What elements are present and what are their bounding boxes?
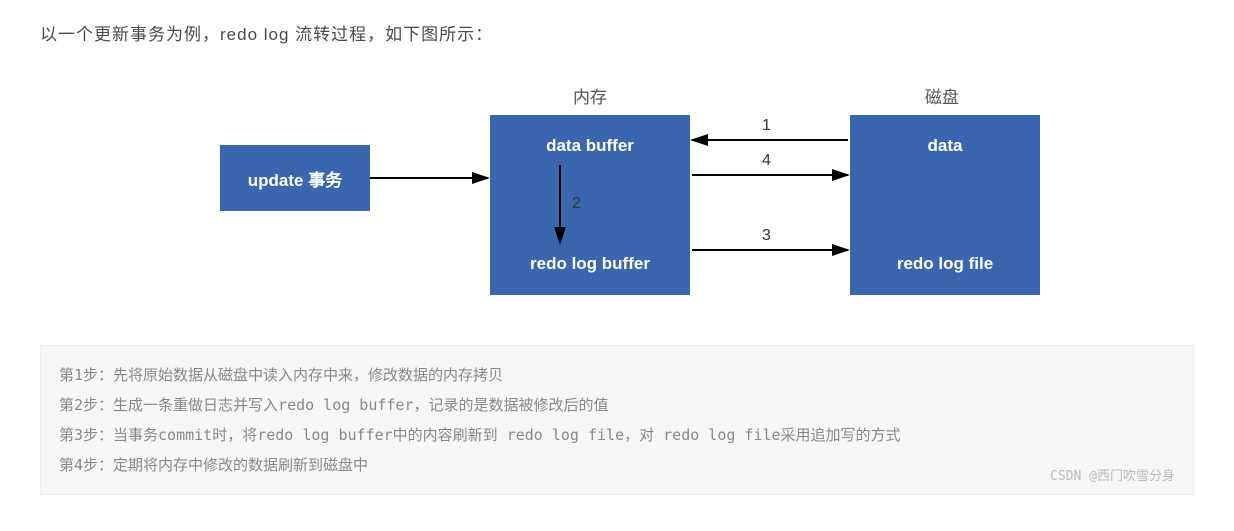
header-disk: 磁盘 bbox=[912, 83, 972, 108]
watermark: CSDN @西门吹雪分身 bbox=[1050, 464, 1175, 490]
node-redo-log-file: redo log file bbox=[897, 254, 993, 274]
step-1: 第1步：先将原始数据从磁盘中读入内存中来，修改数据的内存拷贝 bbox=[59, 360, 1175, 390]
header-memory: 内存 bbox=[560, 83, 620, 108]
node-disk-group: data redo log file bbox=[850, 115, 1040, 295]
node-redo-log-buffer: redo log buffer bbox=[530, 254, 650, 274]
edge-label-1: 1 bbox=[762, 117, 771, 135]
steps-block: 第1步：先将原始数据从磁盘中读入内存中来，修改数据的内存拷贝 第2步：生成一条重… bbox=[40, 345, 1194, 495]
edge-label-3: 3 bbox=[762, 227, 771, 245]
intro-text: 以一个更新事务为例，redo log 流转过程，如下图所示： bbox=[0, 0, 1234, 55]
flow-diagram: 内存 磁盘 update 事务 data buffer redo log buf… bbox=[0, 55, 1234, 315]
step-3: 第3步：当事务commit时，将redo log buffer中的内容刷新到 r… bbox=[59, 420, 1175, 450]
node-data: data bbox=[928, 136, 963, 156]
node-data-buffer: data buffer bbox=[546, 136, 634, 156]
node-memory-group: data buffer redo log buffer bbox=[490, 115, 690, 295]
node-update: update 事务 bbox=[220, 145, 370, 211]
step-2: 第2步：生成一条重做日志并写入redo log buffer，记录的是数据被修改… bbox=[59, 390, 1175, 420]
edge-label-4: 4 bbox=[762, 152, 771, 170]
edge-label-2: 2 bbox=[572, 195, 581, 213]
step-4: 第4步：定期将内存中修改的数据刷新到磁盘中 bbox=[59, 450, 1175, 480]
